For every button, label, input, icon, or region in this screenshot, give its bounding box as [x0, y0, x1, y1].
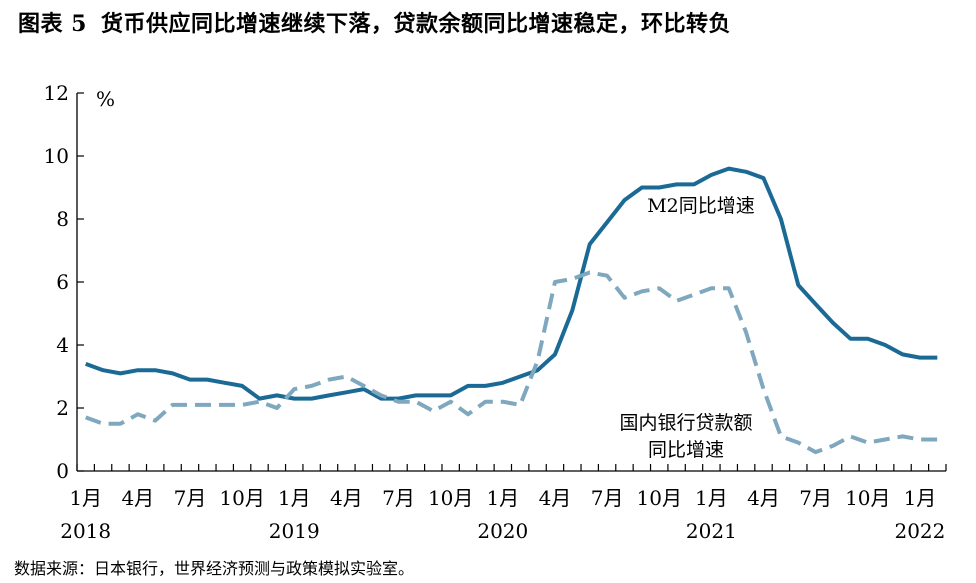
y-tick-label: 4 [56, 333, 69, 357]
x-tick-label: 7月 [799, 486, 832, 510]
x-tick-label: 4月 [747, 486, 780, 510]
x-tick-label: 10月 [428, 486, 473, 510]
y-tick-label: 8 [56, 207, 69, 231]
annotation-loans-line1: 国内银行贷款额 [619, 412, 752, 434]
y-tick-label: 10 [44, 144, 69, 168]
x-tick-label: 10月 [219, 486, 264, 510]
y-tick-label: 12 [44, 81, 69, 105]
x-tick-label: 1月 [278, 486, 311, 510]
x-year-label: 2019 [269, 519, 320, 543]
y-tick-label: 0 [56, 459, 69, 483]
y-tick-label: 6 [56, 270, 69, 294]
annotation-m2: M2同比增速 [647, 195, 755, 217]
x-tick-label: 10月 [637, 486, 682, 510]
series-line-m2 [85, 166, 938, 401]
figure-title: 图表 5 货币供应同比增速继续下落，贷款余额同比增速稳定，环比转负 [18, 6, 731, 38]
x-year-label: 2021 [686, 519, 737, 543]
y-axis-unit: % [96, 87, 115, 111]
x-tick-label: 10月 [845, 486, 890, 510]
x-year-label: 2018 [60, 519, 111, 543]
x-tick-label: 7月 [382, 486, 415, 510]
x-year-label: 2020 [477, 519, 528, 543]
x-tick-label: 4月 [121, 486, 154, 510]
x-year-label: 2022 [894, 519, 945, 543]
figure-number: 图表 5 [18, 11, 87, 37]
y-tick-label: 2 [56, 396, 69, 420]
x-tick-label: 1月 [69, 486, 102, 510]
x-tick-label: 1月 [904, 486, 937, 510]
figure-title-text: 货币供应同比增速继续下落，贷款余额同比增速稳定，环比转负 [100, 11, 731, 37]
x-tick-label: 1月 [695, 486, 728, 510]
annotation-loans-line2: 同比增速 [648, 439, 724, 461]
x-tick-label: 7月 [174, 486, 207, 510]
line-chart: 0 2 4 6 8 10 12 % 1月 2018 4月 7月 10月 1月 2019 4月 7月 10月 1月 20… [44, 81, 947, 543]
source-note: 数据来源：日本银行，世界经济预测与政策模拟实验室。 [14, 559, 415, 578]
x-tick-label: 1月 [486, 486, 519, 510]
x-tick-label: 7月 [591, 486, 624, 510]
x-tick-label: 4月 [539, 486, 572, 510]
x-tick-label: 4月 [330, 486, 363, 510]
series-line-loans [85, 270, 938, 455]
